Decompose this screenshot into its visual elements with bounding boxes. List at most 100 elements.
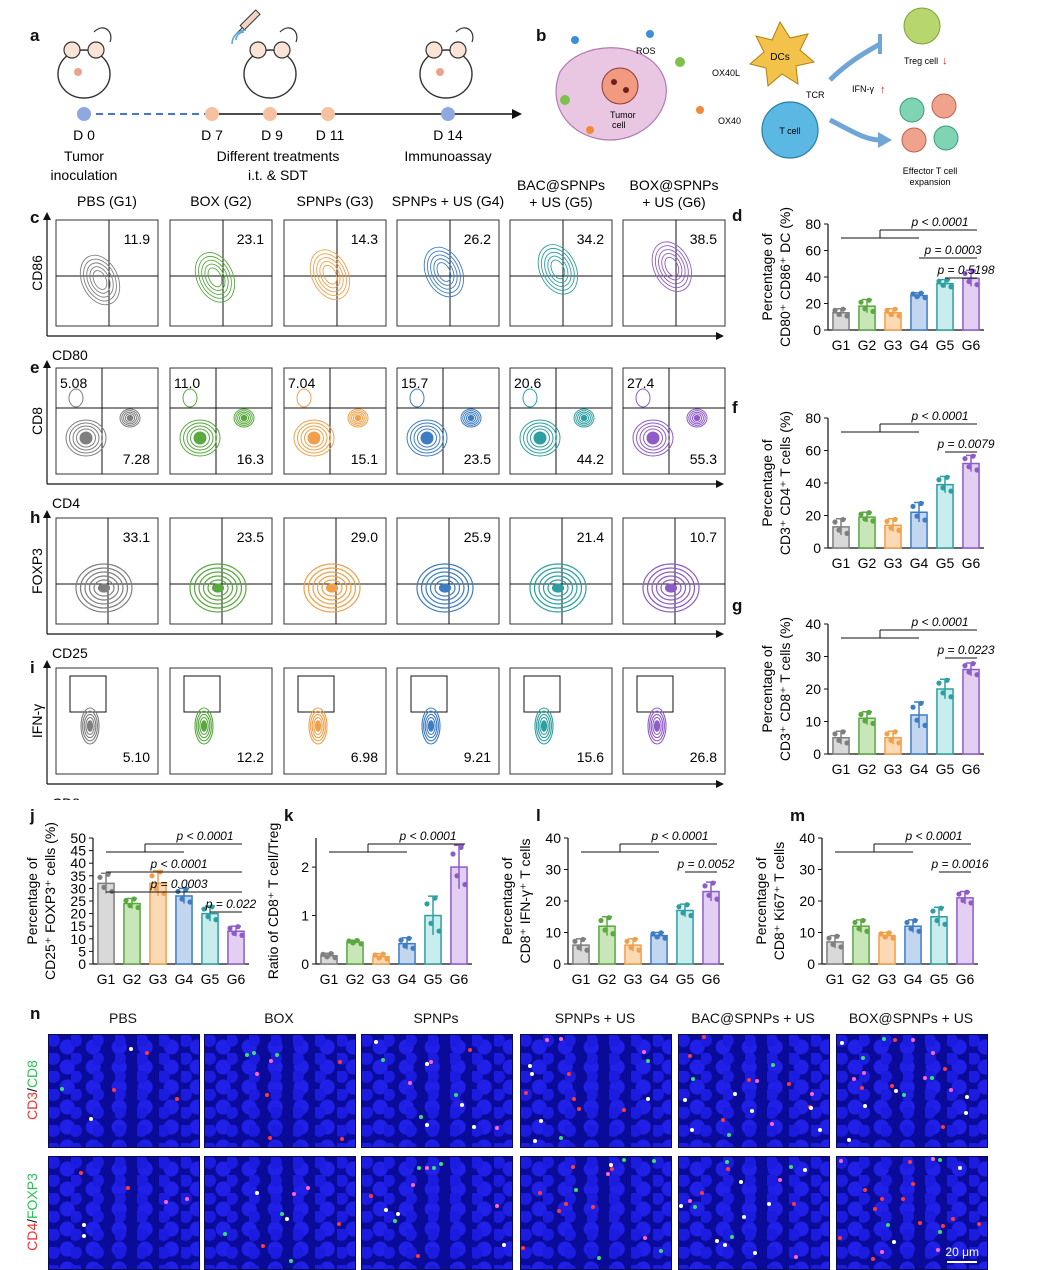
stained-cell (923, 1076, 927, 1080)
data-point (650, 931, 656, 937)
group-header: PBS (G1) (77, 193, 137, 209)
bar-G2 (123, 902, 141, 965)
stained-cell (977, 1222, 981, 1226)
data-point (948, 694, 954, 700)
tumor-cell-label: cell (612, 120, 626, 130)
data-point (862, 516, 868, 522)
panel-letter-c: c (30, 208, 40, 227)
flow-plot: 10.7 (622, 517, 726, 625)
stained-cell (82, 1234, 86, 1238)
gate-value-ul: 20.6 (514, 375, 541, 391)
y-tick-label: 30 (805, 649, 821, 665)
flow-ylabel: IFN-γ (29, 704, 45, 738)
stained-cell (753, 1251, 757, 1255)
group-header: BOX@SPNPs (630, 177, 719, 193)
data-point (864, 928, 870, 934)
data-point (896, 313, 902, 319)
y-tick-label: 10 (805, 714, 821, 730)
flow-xlabel: CD80 (52, 347, 88, 363)
x-tick-label: G6 (450, 971, 469, 987)
y-axis-label: CD25⁺ FOXP3⁺ cells (%) (42, 822, 58, 980)
stained-cell (175, 1097, 179, 1101)
data-point (109, 888, 115, 895)
data-point (912, 917, 918, 924)
stained-cell (770, 1122, 774, 1126)
y-tick-label: 10 (70, 931, 86, 947)
scale-bar-label: 20 μm (945, 1245, 979, 1259)
gate-value: 10.7 (690, 529, 717, 545)
stained-cell (559, 1037, 563, 1041)
x-tick-label: G1 (572, 971, 591, 987)
data-point (862, 718, 868, 724)
gate-value: 6.98 (351, 749, 378, 765)
stained-cell (951, 1217, 955, 1221)
data-point (380, 951, 386, 957)
tcr-label: TCR (806, 90, 825, 100)
stained-cell (642, 1050, 646, 1054)
data-point (710, 880, 716, 886)
flow-plot: 9.21 (396, 667, 500, 775)
data-point (702, 883, 708, 889)
data-point (914, 717, 920, 723)
y-tick-label: 2 (301, 859, 309, 875)
stained-cell (659, 1249, 663, 1253)
x-tick-label: G1 (826, 971, 845, 987)
stained-cell (82, 1223, 86, 1227)
stained-cell (129, 1047, 133, 1051)
y-tick-label: 0 (813, 322, 821, 338)
gate-value: 14.3 (351, 231, 378, 247)
y-tick-label: 5 (78, 943, 86, 959)
stained-cell (425, 1166, 429, 1170)
stained-cell (223, 1232, 227, 1236)
t-cell-illustration (761, 101, 819, 159)
y-tick-label: 80 (805, 216, 821, 232)
ros-label: ROS (636, 46, 656, 56)
y-tick-label: 0 (301, 956, 309, 972)
stained-cell (252, 1051, 256, 1055)
stained-cell (755, 1079, 759, 1083)
data-point (636, 947, 642, 953)
stained-cell (292, 1192, 296, 1196)
data-point (866, 297, 872, 303)
data-point (974, 282, 980, 288)
stained-cell (646, 1059, 650, 1063)
stained-cell (949, 1088, 953, 1092)
stained-cell (280, 1212, 284, 1216)
y-axis-label: Ratio of CD8⁺ T cell/Treg (265, 823, 281, 980)
group-header: BOX (G2) (190, 193, 251, 209)
stain-label: FOXP3 (24, 1173, 40, 1219)
data-point (884, 307, 890, 313)
data-point (866, 510, 872, 516)
stained-cell (126, 1186, 130, 1190)
stained-cell (941, 1125, 945, 1129)
p-value: p = 0.0003 (923, 243, 981, 257)
data-point (974, 467, 980, 473)
data-point (598, 917, 604, 924)
y-tick-label: 1 (301, 908, 309, 924)
gate-value-ul: 11.0 (174, 375, 200, 391)
mouse-icon (243, 27, 298, 99)
axis-arrow (716, 630, 724, 638)
timeline-caption: i.t. & SDT (248, 167, 308, 183)
data-point (836, 311, 842, 317)
y-tick-label: 10 (545, 925, 561, 941)
axis-arrow (43, 510, 51, 518)
data-point (840, 729, 846, 735)
data-point (962, 270, 968, 277)
y-tick-label: 60 (805, 443, 821, 459)
panel-letter-l: l (536, 806, 541, 825)
chart-l: 0 10 20 30 40 Percentage of CD8⁺ IFN-γ⁺ T cell… (499, 829, 735, 987)
fluorescence-image (678, 1034, 830, 1148)
stained-cell (577, 1107, 581, 1111)
gate-value: 23.5 (237, 529, 264, 545)
data-point (970, 661, 976, 667)
y-tick-label: 0 (553, 956, 561, 972)
stained-cell (723, 1243, 727, 1247)
bar-G6 (962, 668, 980, 755)
day-label: D 7 (201, 127, 223, 143)
x-tick-label: G3 (878, 971, 897, 987)
p-value: p = 0.0016 (930, 857, 988, 871)
data-point (123, 897, 129, 904)
stained-cell (340, 1137, 344, 1141)
axis-arrow (716, 480, 724, 488)
